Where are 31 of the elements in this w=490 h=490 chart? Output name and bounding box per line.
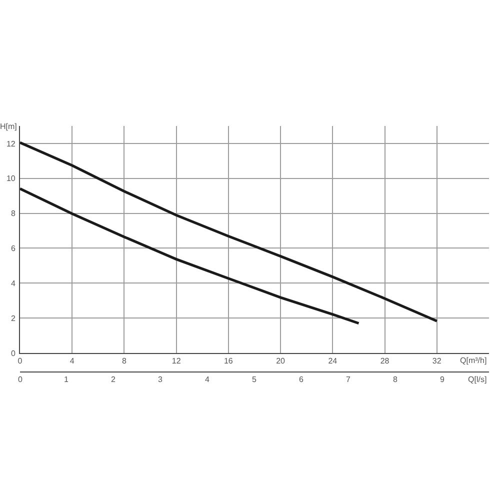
y-tick-label: 4	[10, 278, 16, 288]
line-series	[20, 187, 360, 325]
x-tick-label: 8	[122, 356, 127, 366]
x2-tick-label: 0	[18, 375, 23, 384]
x-tick-label: 0	[18, 356, 23, 366]
x2-tick-label: 8	[393, 375, 398, 384]
x2-tick-label: 5	[252, 375, 257, 384]
y-tick-label: 12	[6, 139, 16, 148]
x2-tick-label: 3	[158, 375, 163, 384]
y-tick-label: 0	[10, 348, 16, 358]
x2-tick-label: 7	[346, 375, 351, 384]
x-tick-label: 20	[276, 356, 286, 366]
x-tick-label: 4	[70, 356, 75, 366]
x-tick-label: 16	[224, 356, 234, 366]
x-axis-title: Q[m³/h]	[460, 356, 487, 365]
x2-tick-label: 2	[111, 375, 116, 384]
y-axis-title: H[m]	[0, 122, 17, 131]
x2-tick-label: 4	[205, 375, 210, 384]
x-tick-label: 28	[380, 356, 390, 366]
x2-tick-label: 6	[299, 375, 304, 384]
x-tick-label: 12	[172, 356, 182, 366]
x2-tick-label: 1	[64, 375, 69, 384]
x-tick-label: 32	[432, 356, 442, 366]
y-tick-label: 2	[10, 314, 16, 323]
y-tick-label: 6	[10, 244, 16, 254]
line-series	[20, 141, 438, 322]
x-tick-label: 24	[328, 356, 338, 366]
y-tick-label: 8	[10, 209, 16, 218]
y-tick-label: 10	[6, 174, 16, 184]
x2-tick-label: 9	[440, 375, 445, 384]
x2-axis-title: Q[l/s]	[468, 375, 487, 384]
